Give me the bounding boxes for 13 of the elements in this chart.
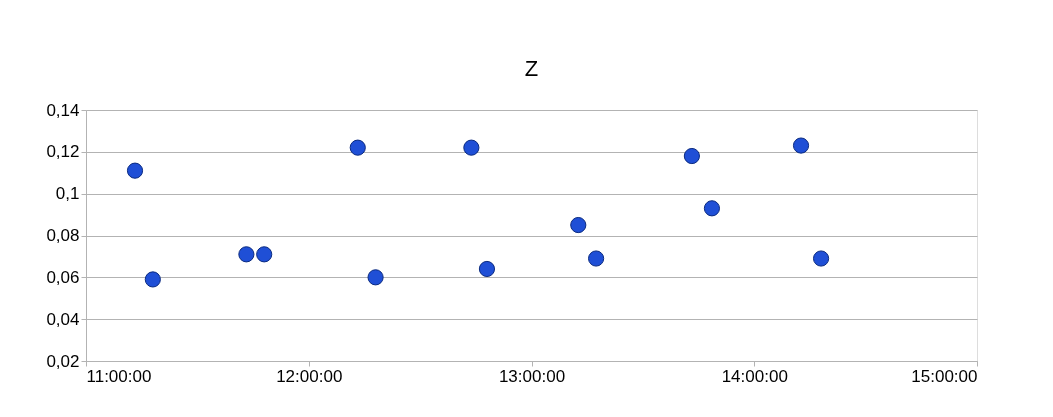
- chart-title: Z: [524, 56, 539, 81]
- y-tick-label: 0,04: [46, 309, 80, 329]
- y-tick-label: 0,02: [46, 351, 80, 371]
- y-tick-label: 0,14: [46, 100, 80, 120]
- y-tick-label: 0,1: [55, 184, 80, 204]
- x-tick-label: 15:00:00: [911, 366, 978, 386]
- y-tick-label: 0,06: [46, 267, 80, 287]
- y-tick-label: 0,08: [46, 226, 80, 245]
- x-tick-label: 14:00:00: [721, 366, 788, 386]
- x-tick-label: 13:00:00: [498, 366, 566, 386]
- y-tick-label: 0,12: [46, 142, 80, 162]
- x-tick-label: 12:00:00: [276, 366, 343, 386]
- x-tick-label: 11:00:00: [86, 366, 152, 386]
